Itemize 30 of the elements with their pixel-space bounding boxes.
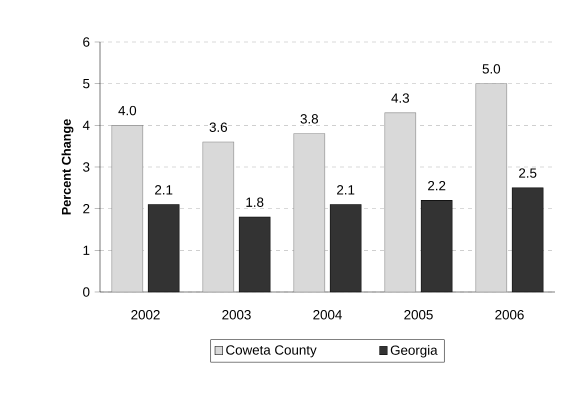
data-label: 2.1 <box>337 185 354 194</box>
data-label: 4.3 <box>391 93 410 103</box>
y-tick-label: 3 <box>83 162 90 172</box>
bar <box>112 125 144 292</box>
x-tick-label: 2002 <box>131 310 160 320</box>
data-label: 3.6 <box>210 122 228 132</box>
data-label: 2.2 <box>428 180 446 190</box>
legend-label: Coweta County <box>226 345 317 358</box>
x-tick-label: 2003 <box>222 310 251 320</box>
x-tick-label: 2005 <box>404 310 433 320</box>
y-tick-label: 5 <box>83 79 90 88</box>
bar <box>476 83 508 292</box>
y-tick-label: 0 <box>83 287 90 297</box>
x-tick-label: 2004 <box>313 310 342 320</box>
bar <box>294 133 326 292</box>
y-tick-label: 2 <box>83 204 90 214</box>
data-label: 1.8 <box>246 198 264 207</box>
data-label: 2.5 <box>519 168 536 178</box>
data-label: 3.8 <box>300 114 318 124</box>
legend-label: Georgia <box>390 345 438 358</box>
y-axis-title: Percent Change <box>62 119 74 214</box>
x-tick-label: 2006 <box>495 310 524 320</box>
y-tick-label: 6 <box>83 37 90 47</box>
data-label: 4.0 <box>118 106 136 116</box>
y-tick-label: 1 <box>84 246 90 255</box>
data-label: 2.1 <box>155 185 172 194</box>
y-tick-label: 4 <box>82 120 90 130</box>
bar <box>384 112 416 292</box>
bar <box>202 142 234 292</box>
data-label: 5.0 <box>482 64 500 74</box>
